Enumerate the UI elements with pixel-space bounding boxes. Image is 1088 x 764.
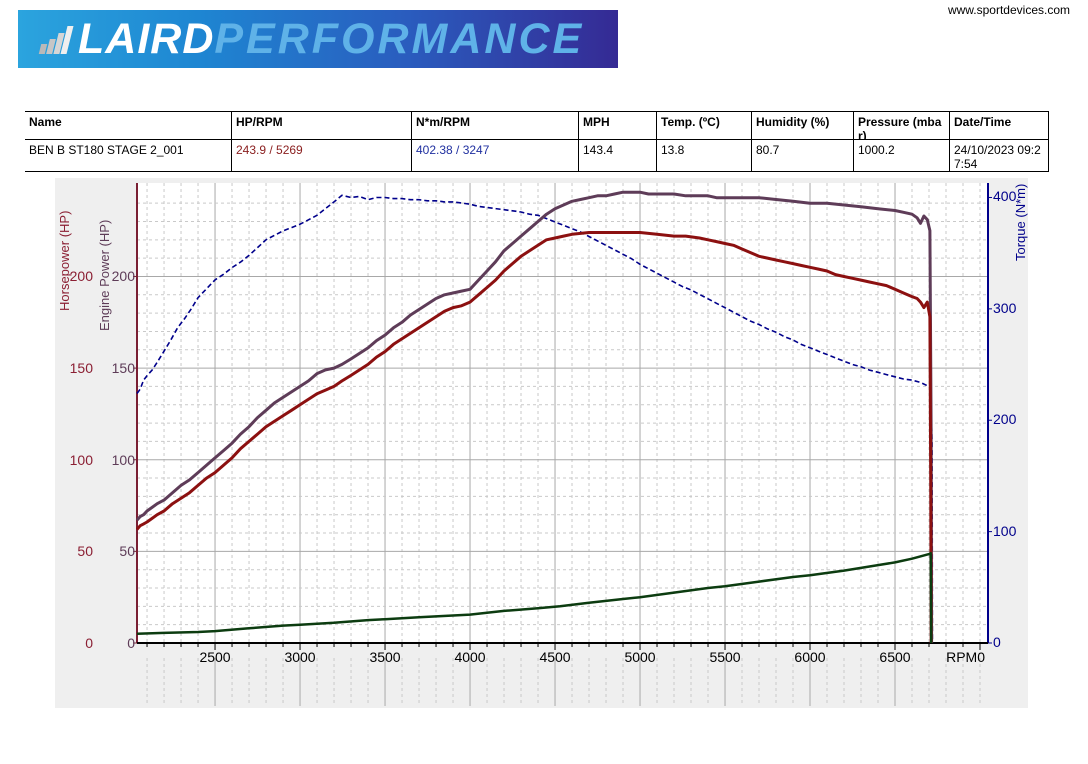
rpm-axis-end-label: RPM0	[946, 649, 985, 665]
engine-power-tick-label: 200	[111, 268, 135, 285]
website-url: www.sportdevices.com	[947, 3, 1070, 17]
logo-banner: LAIRD PERFORMANCE	[18, 10, 618, 68]
column-header-nm_rpm: N*m/RPM	[411, 112, 578, 139]
rpm-tick-label: 5000	[624, 649, 656, 665]
column-header-humidity_pct: Humidity (%)	[751, 112, 853, 139]
horsepower-axis-title: Horsepower (HP)	[57, 210, 72, 311]
rpm-tick-label: 3500	[369, 649, 401, 665]
hp-tick-label: 50	[77, 543, 93, 560]
torque-tick-label: 200	[993, 411, 1017, 428]
column-header-temp_c: Temp. (ºC)	[656, 112, 751, 139]
rpm-tick-label: 3000	[284, 649, 316, 665]
column-header-hp_rpm: HP/RPM	[231, 112, 411, 139]
engine-power-axis-title: Engine Power (HP)	[97, 219, 112, 331]
plot-area	[137, 183, 988, 643]
torque-axis-title: Torque (N*m)	[1013, 183, 1028, 261]
cell-temp_c: 13.8	[656, 140, 751, 171]
rpm-tick-label: 6500	[879, 649, 911, 665]
cell-date_time: 24/10/2023 09:27:54	[949, 140, 1048, 171]
torque-tick-label: 100	[993, 522, 1017, 539]
bar-chart-icon	[38, 24, 74, 54]
rpm-tick-label: 4000	[454, 649, 486, 665]
torque-tick-label: 0	[993, 634, 1001, 650]
cell-name: BEN B ST180 STAGE 2_001	[29, 143, 184, 157]
cell-nm_rpm: 402.38 / 3247	[411, 140, 578, 171]
hp-tick-label: 100	[69, 451, 93, 468]
cell-pressure_mbar: 1000.2	[853, 140, 949, 171]
rpm-tick-label: 2500	[199, 649, 231, 665]
rpm-tick-label: 5500	[709, 649, 741, 665]
torque-tick-label: 300	[993, 299, 1017, 316]
engine-power-tick-label: 150	[111, 360, 135, 377]
cell-mph: 143.4	[578, 140, 656, 171]
series-engine_power_hp	[135, 190, 934, 644]
table-header-row: Name HP/RPM N*m/RPM MPH Temp. (ºC) Humidity (…	[25, 112, 1048, 140]
engine-power-tick-label: 0	[127, 635, 135, 651]
rpm-tick-label: 6000	[794, 649, 826, 665]
column-header-mph: MPH	[578, 112, 656, 139]
table-row: BEN B ST180 STAGE 2_001 243.9 / 5269 402.3…	[25, 140, 1048, 171]
engine-power-tick-label: 50	[119, 543, 135, 560]
dyno-chart: 0 50 100 150 200 0 50 100 150 200 0 100 200 300 400 250…	[55, 178, 1028, 708]
brand-name-performance: PERFORMANCE	[214, 14, 585, 63]
brand-name-laird: LAIRD	[78, 14, 215, 63]
series-torque_nm	[136, 194, 934, 644]
column-header-name: Name	[29, 115, 62, 129]
series-speed_trace	[136, 551, 933, 644]
rpm-tick-label: 4500	[539, 649, 571, 665]
column-header-date_time: Date/Time	[949, 112, 1048, 139]
hp-tick-label: 200	[69, 268, 93, 285]
hp-tick-label: 0	[85, 635, 93, 651]
results-table: Name HP/RPM N*m/RPM MPH Temp. (ºC) Humidity (…	[25, 111, 1049, 172]
cell-humidity_pct: 80.7	[751, 140, 853, 171]
chart-canvas	[133, 183, 992, 706]
hp-tick-label: 150	[69, 360, 93, 377]
cell-hp_rpm: 243.9 / 5269	[231, 140, 411, 171]
engine-power-tick-label: 100	[111, 451, 135, 468]
column-header-pressure_mbar: Pressure (mbar)	[853, 112, 949, 139]
series-horsepower_hp	[135, 231, 933, 644]
torque-tick-label: 400	[993, 188, 1017, 205]
